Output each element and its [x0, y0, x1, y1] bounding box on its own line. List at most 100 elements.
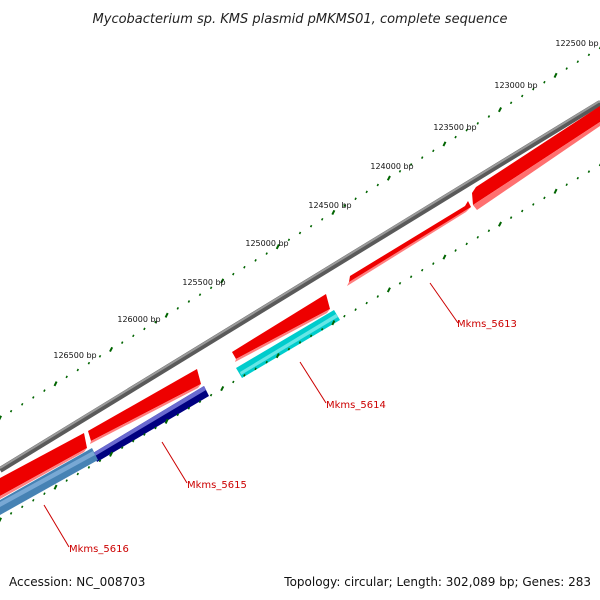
ruler-tick: [209, 286, 213, 290]
ruler-tick: [87, 361, 91, 365]
ruler-tick: [487, 115, 491, 118]
ruler-tick: [420, 156, 424, 159]
leader-mkms-5615: [161, 441, 188, 484]
ruler-tick: [120, 446, 124, 450]
gene-label-mkms-5613: Mkms_5613: [457, 319, 517, 330]
tick-label-125500: 125500 bp: [182, 278, 225, 287]
inner-tick-ruler: [0, 163, 600, 523]
feature-forward-3: [232, 294, 330, 359]
ruler-tick: [386, 175, 391, 181]
ruler-tick: [365, 301, 368, 305]
ruler-tick: [275, 353, 280, 359]
ruler-tick: [232, 272, 235, 276]
tick-label-126500: 126500 bp: [53, 351, 96, 360]
ruler-tick: [254, 259, 257, 262]
ruler-tick: [109, 346, 114, 353]
ruler-tick: [543, 80, 546, 84]
ruler-tick: [298, 341, 302, 344]
ruler-tick: [120, 341, 124, 344]
ruler-tick: [53, 381, 58, 387]
leader-mkms-5614: [299, 361, 327, 404]
ruler-tick: [132, 439, 135, 443]
ruler-tick: [543, 196, 546, 200]
ruler-tick: [87, 466, 91, 469]
ruler-tick: [76, 472, 80, 476]
ruler-tick: [76, 368, 80, 372]
tick-label-124000: 124000 bp: [370, 162, 413, 171]
ruler-tick: [309, 224, 313, 228]
ruler-tick: [442, 254, 447, 260]
ruler-tick: [143, 327, 146, 331]
ruler-tick: [376, 183, 380, 187]
ruler-tick: [0, 517, 2, 523]
ruler-tick: [9, 512, 13, 515]
ruler-tick: [265, 360, 268, 364]
ruler-tick: [465, 128, 468, 132]
ruler-tick: [32, 498, 35, 502]
ruler-tick: [487, 229, 491, 233]
ruler-tick: [298, 231, 302, 235]
ruler-tick: [320, 217, 324, 221]
ruler-tick: [176, 413, 180, 417]
backbone: [0, 100, 600, 473]
tick-label-123000: 123000 bp: [494, 81, 537, 90]
ruler-tick: [32, 396, 35, 399]
ruler-tick: [386, 287, 391, 293]
gene-label-mkms-5616: Mkms_5616: [69, 544, 129, 555]
ruler-tick: [20, 402, 24, 406]
ruler-tick: [265, 252, 268, 255]
ruler-tick: [164, 312, 169, 318]
ruler-tick: [576, 176, 580, 180]
ruler-tick: [198, 293, 202, 297]
ruler-tick: [398, 169, 402, 173]
ruler-tick: [154, 320, 157, 324]
gene-label-mkms-5615: Mkms_5615: [187, 480, 247, 491]
ruler-tick: [65, 375, 68, 379]
leader-mkms-5616: [43, 504, 70, 548]
ruler-tick: [532, 203, 535, 206]
ruler-tick: [187, 300, 191, 303]
tick-label-123500: 123500 bp: [433, 123, 476, 132]
ruler-tick: [532, 87, 535, 91]
ruler-tick: [476, 235, 480, 239]
reverse-features: [0, 310, 340, 515]
ruler-tick: [331, 320, 336, 326]
ruler-tick: [343, 204, 346, 207]
ruler-tick: [509, 101, 513, 105]
ruler-tick: [287, 347, 291, 351]
ruler-tick: [53, 484, 58, 490]
ruler-tick: [576, 60, 580, 64]
ruler-tick: [454, 135, 457, 139]
ruler-tick: [198, 400, 202, 404]
feature-forward-1: [472, 106, 600, 205]
ruler-tick: [565, 183, 568, 187]
ruler-tick: [132, 334, 135, 338]
ruler-tick: [43, 492, 46, 496]
ruler-tick: [164, 418, 169, 424]
ruler-tick: [254, 367, 257, 371]
ruler-tick: [243, 265, 246, 269]
ruler-tick: [43, 389, 46, 392]
tick-labels: 122500 bp 123000 bp 123500 bp 124000 bp …: [53, 39, 598, 360]
ruler-tick: [553, 72, 558, 79]
ruler-tick: [109, 451, 114, 457]
ruler-tick: [143, 433, 146, 436]
ruler-tick: [98, 459, 102, 463]
ruler-tick: [320, 328, 324, 331]
ruler-tick: [420, 268, 424, 272]
feature-forward-5: [0, 433, 87, 496]
leader-mkms-5613: [429, 282, 459, 324]
ruler-tick: [432, 149, 435, 153]
ruler-tick: [498, 107, 502, 113]
ruler-tick: [209, 393, 213, 397]
ruler-tick: [187, 406, 191, 410]
ruler-tick: [376, 295, 380, 298]
ruler-tick: [65, 479, 68, 482]
ruler-tick: [287, 238, 291, 242]
ruler-tick: [454, 249, 457, 252]
ruler-tick: [520, 94, 524, 98]
ruler-tick: [309, 334, 313, 338]
map-title: Mycobacterium sp. KMS plasmid pMKMS01, c…: [93, 12, 508, 27]
ruler-tick: [465, 242, 468, 246]
